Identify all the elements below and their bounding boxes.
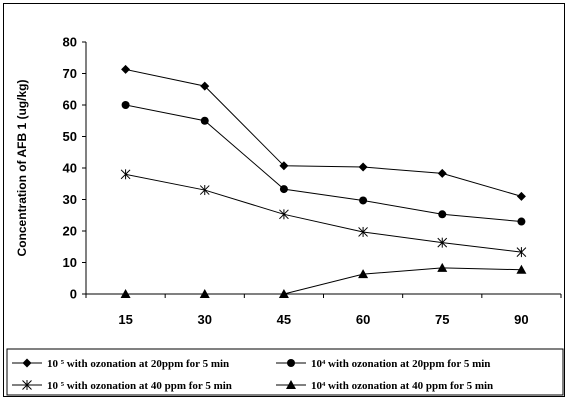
y-tick-label: 30 <box>63 192 77 207</box>
series-triangle <box>120 262 527 298</box>
data-point <box>359 196 368 205</box>
data-point <box>200 116 209 125</box>
series-line <box>125 267 522 295</box>
legend-marker <box>286 380 296 389</box>
legend-label: 10⁴ with ozonation at 20ppm for 5 min <box>311 358 490 370</box>
data-point <box>437 262 448 272</box>
data-point <box>279 209 289 220</box>
series-circle <box>121 101 526 226</box>
series-line <box>125 173 522 253</box>
data-point <box>200 81 210 91</box>
data-point <box>516 247 527 258</box>
legend-item: 10 ⁵ with ozonation at 40 ppm for 5 min <box>12 380 232 392</box>
series-line <box>125 104 522 223</box>
data-point <box>437 237 448 248</box>
x-tick-label: 15 <box>118 312 132 327</box>
data-point <box>279 185 288 194</box>
y-tick-label: 70 <box>63 66 77 81</box>
data-point <box>358 162 368 172</box>
y-axis-label: Concentration of AFB 1 (ug/kg) <box>15 80 29 257</box>
series-diamond <box>121 64 526 201</box>
legend-marker <box>287 359 295 367</box>
data-point <box>121 101 130 109</box>
y-tick-label: 60 <box>63 98 77 113</box>
y-tick-label: 80 <box>63 35 77 50</box>
legend-item: 10⁴ with ozonation at 40 ppm for 5 min <box>276 380 493 392</box>
data-point <box>516 264 527 274</box>
data-point <box>437 168 447 178</box>
data-point <box>517 217 526 226</box>
legend-item: 10 ⁵ with ozonation at 20ppm for 5 min <box>12 358 229 370</box>
legend: 10 ⁵ with ozonation at 20ppm for 5 min 10… <box>6 348 564 396</box>
data-point <box>199 185 210 196</box>
x-tick-label: 60 <box>356 312 370 327</box>
legend-item: 10⁴ with ozonation at 20ppm for 5 min <box>276 358 490 370</box>
y-axis-ticks: 0 10 20 30 40 50 60 70 80 <box>63 35 86 302</box>
data-point <box>279 161 289 171</box>
legend-marker <box>22 380 32 390</box>
legend-label: 10 ⁵ with ozonation at 20ppm for 5 min <box>47 358 229 370</box>
series-line <box>125 68 522 197</box>
data-point <box>438 210 447 219</box>
y-tick-label: 0 <box>70 287 77 302</box>
line-chart: 0 10 20 30 40 50 60 70 80 15 30 45 60 75 90 Concentra… <box>6 35 564 396</box>
data-point <box>358 269 369 279</box>
chart-frame: 0 10 20 30 40 50 60 70 80 15 30 45 60 75 90 Concentra… <box>3 3 565 397</box>
x-tick-label: 75 <box>435 312 449 327</box>
axes <box>85 42 561 295</box>
x-axis-ticks: 15 30 45 60 75 90 <box>85 294 562 327</box>
y-tick-label: 20 <box>63 224 77 239</box>
data-series <box>120 64 527 298</box>
data-point <box>278 289 289 298</box>
y-tick-label: 10 <box>63 255 77 270</box>
legend-box <box>6 348 564 396</box>
series-asterisk <box>120 169 527 258</box>
legend-label: 10⁴ with ozonation at 40 ppm for 5 min <box>311 380 493 392</box>
x-tick-label: 90 <box>514 312 528 327</box>
legend-marker <box>22 358 32 368</box>
x-tick-label: 30 <box>198 312 212 327</box>
x-tick-label: 45 <box>277 312 291 327</box>
data-point <box>120 289 131 298</box>
data-point <box>516 191 526 201</box>
data-point <box>199 289 210 298</box>
y-tick-label: 40 <box>63 161 77 176</box>
data-point <box>120 169 131 180</box>
legend-label: 10 ⁵ with ozonation at 40 ppm for 5 min <box>47 380 232 392</box>
data-point <box>358 226 368 237</box>
y-tick-label: 50 <box>63 129 77 144</box>
data-point <box>121 64 131 74</box>
